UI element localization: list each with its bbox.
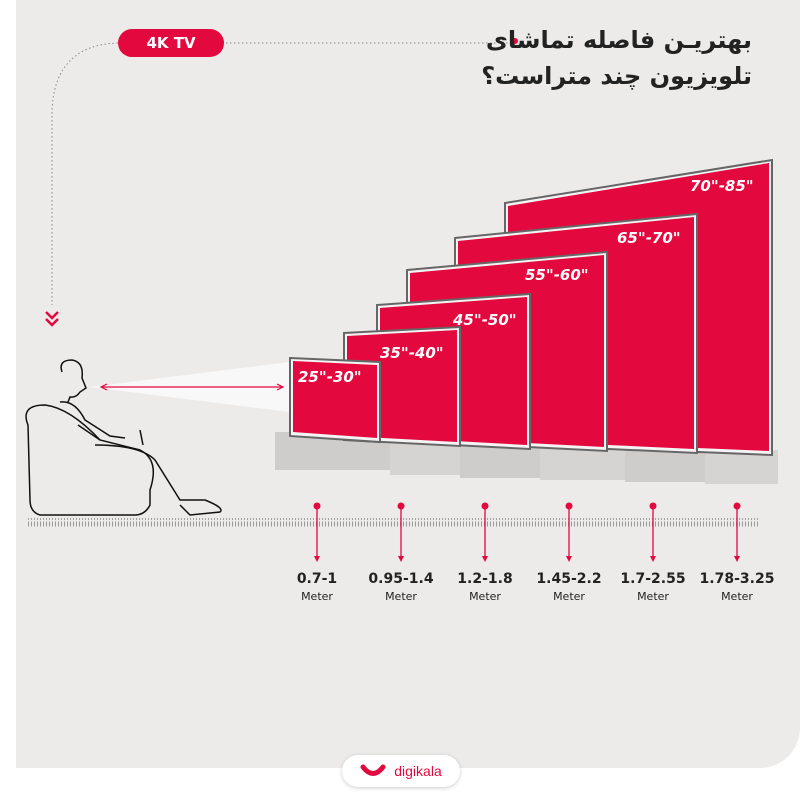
distance-value: 1.78-3.25 <box>699 571 775 587</box>
distance-unit: Meter <box>469 590 501 603</box>
distance-unit: Meter <box>721 590 753 603</box>
bullet-dot <box>512 38 518 44</box>
arrow-down-icon <box>398 556 404 562</box>
arrow-down-icon <box>566 556 572 562</box>
connector-line <box>51 42 119 305</box>
distance-unit: Meter <box>385 590 417 603</box>
tv-size-label: 45"-50" <box>453 311 517 329</box>
distance-unit: Meter <box>301 590 333 603</box>
tv-size-label: 70"-85" <box>690 177 754 195</box>
distance-label: 1.7-2.55 Meter <box>603 571 703 603</box>
smile-logo-icon <box>360 764 386 776</box>
page-title: بهتریـن فاصله تماشای تلویزیون چند متراست… <box>432 22 752 94</box>
tv-size-label: 25"-30" <box>298 368 362 386</box>
distance-label: 1.78-3.25 Meter <box>687 571 787 603</box>
arrow-down-icon <box>482 556 488 562</box>
distance-value: 0.7-1 <box>296 571 338 587</box>
distance-value: 1.2-1.8 <box>457 571 513 587</box>
digikala-logo: digikala <box>342 755 460 787</box>
title-line-2: تلویزیون چند متراست؟ <box>481 62 752 90</box>
arrow-down-icon <box>314 556 320 562</box>
logo-text: digikala <box>394 763 442 779</box>
floor-ruler <box>28 518 760 527</box>
distance-label: 0.95-1.4 Meter <box>351 571 451 603</box>
distance-label: 0.7-1 Meter <box>267 571 367 603</box>
person-in-armchair-icon <box>25 359 222 516</box>
arrow-down-icon <box>650 556 656 562</box>
tv-screen <box>293 361 377 438</box>
distance-unit: Meter <box>637 590 669 603</box>
tv-size-label: 65"-70" <box>617 229 681 247</box>
distance-label: 1.2-1.8 Meter <box>435 571 535 603</box>
tv-stand <box>540 446 625 480</box>
4k-tv-badge: 4K TV <box>118 29 224 57</box>
distance-unit: Meter <box>553 590 585 603</box>
chevron-down-icon <box>45 311 59 327</box>
distance-value: 1.45-2.2 <box>536 571 602 587</box>
distance-value: 0.95-1.4 <box>368 571 434 587</box>
tv-size-label: 55"-60" <box>525 266 589 284</box>
distance-value: 1.7-2.55 <box>620 571 686 587</box>
tv-size-label: 35"-40" <box>380 344 444 362</box>
arrow-down-icon <box>734 556 740 562</box>
title-line-1: بهتریـن فاصله تماشای <box>485 26 752 54</box>
distance-label: 1.45-2.2 Meter <box>519 571 619 603</box>
